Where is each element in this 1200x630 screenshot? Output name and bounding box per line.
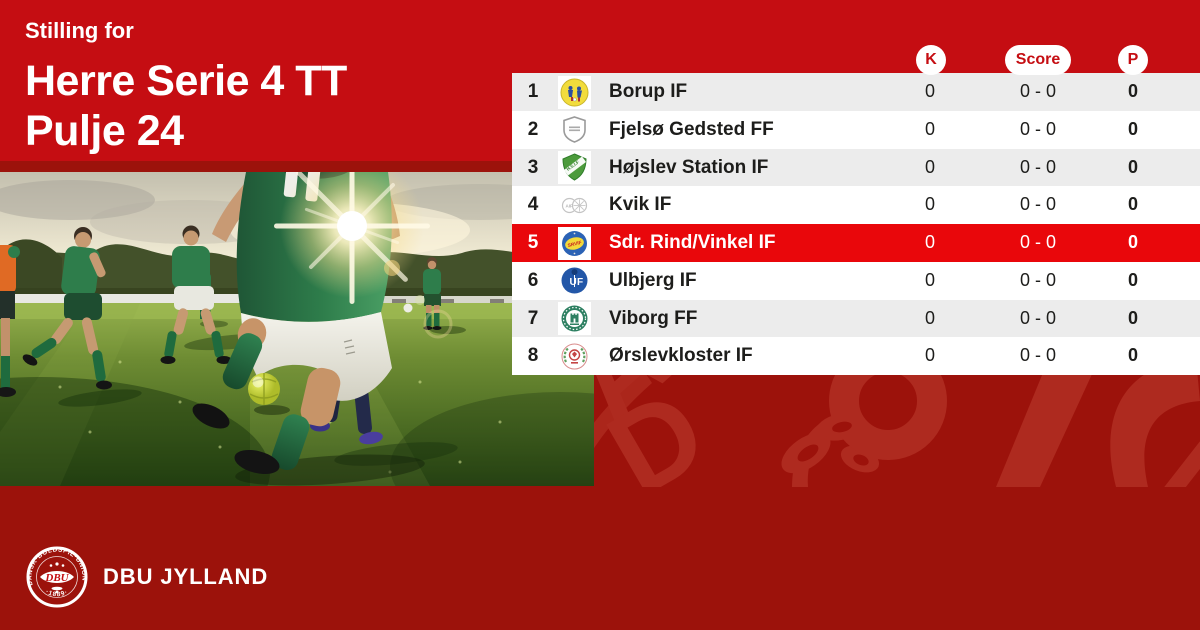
table-row: 3 H.S.I.F Højslev Station IF 0 0 - 0 0	[512, 148, 1200, 189]
position-cell: 5	[527, 232, 539, 253]
points-value: 0	[1127, 345, 1138, 366]
column-header-score: Score	[1005, 45, 1071, 75]
score-value: 0 - 0	[1019, 345, 1057, 366]
svg-text:SRVIF: SRVIF	[567, 239, 582, 248]
crest-year-text: ·1889·	[44, 588, 68, 598]
table-row: 8 Ørslevkloster IF 0 0 - 0 0	[512, 337, 1200, 375]
team-logo-icon	[558, 302, 591, 340]
score-value: 0 - 0	[1019, 156, 1057, 177]
svg-text:F: F	[577, 277, 583, 288]
team-logo-icon	[558, 113, 591, 151]
matches-played-value: 0	[924, 194, 935, 215]
team-logo-icon	[558, 75, 591, 114]
football	[248, 373, 290, 415]
table-row: 4 AIF Kvik IF 0 0 - 0 0	[512, 186, 1200, 224]
position-cell: 4	[527, 194, 539, 216]
score-value: 0 - 0	[1019, 269, 1057, 290]
team-logo-icon: SRVIF	[558, 226, 591, 265]
page-title-line2: Pulje 24	[25, 107, 184, 155]
team-logo-icon: H.S.I.F	[558, 151, 591, 189]
dbu-crest-icon: DANSK·BOLDSPIL·UNION ·1889· DBU	[26, 546, 88, 608]
page-title-line1: Herre Serie 4 TT	[25, 57, 347, 105]
table-row: 2 Fjelsø Gedsted FF 0 0 - 0 0	[512, 110, 1200, 151]
matches-played-value: 0	[924, 345, 935, 366]
table-row: 6 U F Ulbjerg IF 0 0 - 0 0	[512, 261, 1200, 302]
team-name: Sdr. Rind/Vinkel IF	[609, 232, 776, 253]
distant-player	[423, 257, 466, 334]
footer-brand: DANSK·BOLDSPIL·UNION ·1889· DBU DBU JYLL…	[25, 545, 268, 609]
left-edge-player	[0, 245, 20, 397]
table-row: 5 SRVIF Sdr. Rind/Vinkel IF 0 0 - 0 0	[512, 224, 1200, 262]
points-value: 0	[1127, 118, 1138, 139]
team-logo-icon	[558, 339, 591, 378]
table-row: 1 Borup IF 0 0 - 0 0	[512, 73, 1200, 111]
svg-text:U: U	[570, 277, 577, 288]
points-value: 0	[1127, 81, 1138, 101]
svg-text:·1889·: ·1889·	[44, 588, 69, 598]
matches-played-value: 0	[924, 269, 935, 290]
running-player	[22, 227, 142, 407]
position-cell: 8	[527, 345, 539, 367]
team-logo-icon: U F	[558, 264, 591, 302]
team-name: Ulbjerg IF	[609, 269, 697, 291]
position-cell: 1	[527, 81, 539, 102]
table-row: 7 Viborg FF 0 0 - 0 0	[512, 299, 1200, 340]
svg-text:AIF: AIF	[566, 203, 574, 208]
matches-played-value: 0	[924, 118, 935, 139]
crest-monogram: DBU	[44, 572, 69, 584]
brand-name: DBU JYLLAND	[103, 564, 269, 589]
sun-flare	[274, 172, 453, 339]
midfield-player	[160, 225, 280, 364]
score-value: 0 - 0	[1019, 307, 1057, 328]
team-name: Fjelsø Gedsted FF	[609, 118, 774, 140]
column-header-p: P	[1118, 45, 1148, 75]
header: Stilling for Herre Serie 4 TT Pulje 24	[25, 18, 347, 156]
matches-played-value: 0	[924, 307, 935, 328]
score-value: 0 - 0	[1019, 118, 1057, 139]
score-value: 0 - 0	[1019, 194, 1057, 215]
points-value: 0	[1127, 156, 1138, 177]
matches-played-value: 0	[924, 81, 935, 101]
matches-played-value: 0	[924, 156, 935, 177]
team-name: Højslev Station IF	[609, 156, 769, 178]
points-value: 0	[1127, 307, 1138, 328]
header-eyebrow: Stilling for	[25, 18, 134, 43]
score-value: 0 - 0	[1019, 81, 1057, 101]
matches-played-value: 0	[924, 232, 935, 252]
position-cell: 3	[527, 156, 539, 178]
points-value: 0	[1127, 194, 1138, 215]
team-name: Viborg FF	[609, 307, 698, 329]
position-cell: 6	[527, 269, 539, 291]
position-cell: 2	[527, 118, 539, 140]
position-cell: 7	[527, 307, 539, 329]
points-value: 0	[1127, 269, 1138, 290]
team-name: Ørslevkloster IF	[609, 345, 753, 367]
score-value: 0 - 0	[1019, 232, 1057, 252]
team-logo-icon: AIF	[558, 188, 591, 227]
standings-table: 1 Borup IF 0 0 - 0 0 2 Fjelsø Gedsted FF…	[512, 73, 1200, 375]
points-value: 0	[1127, 232, 1138, 252]
column-header-k: K	[916, 45, 946, 75]
team-name: Kvik IF	[609, 194, 672, 216]
team-name: Borup IF	[609, 81, 688, 102]
football-match-photo	[0, 172, 594, 486]
